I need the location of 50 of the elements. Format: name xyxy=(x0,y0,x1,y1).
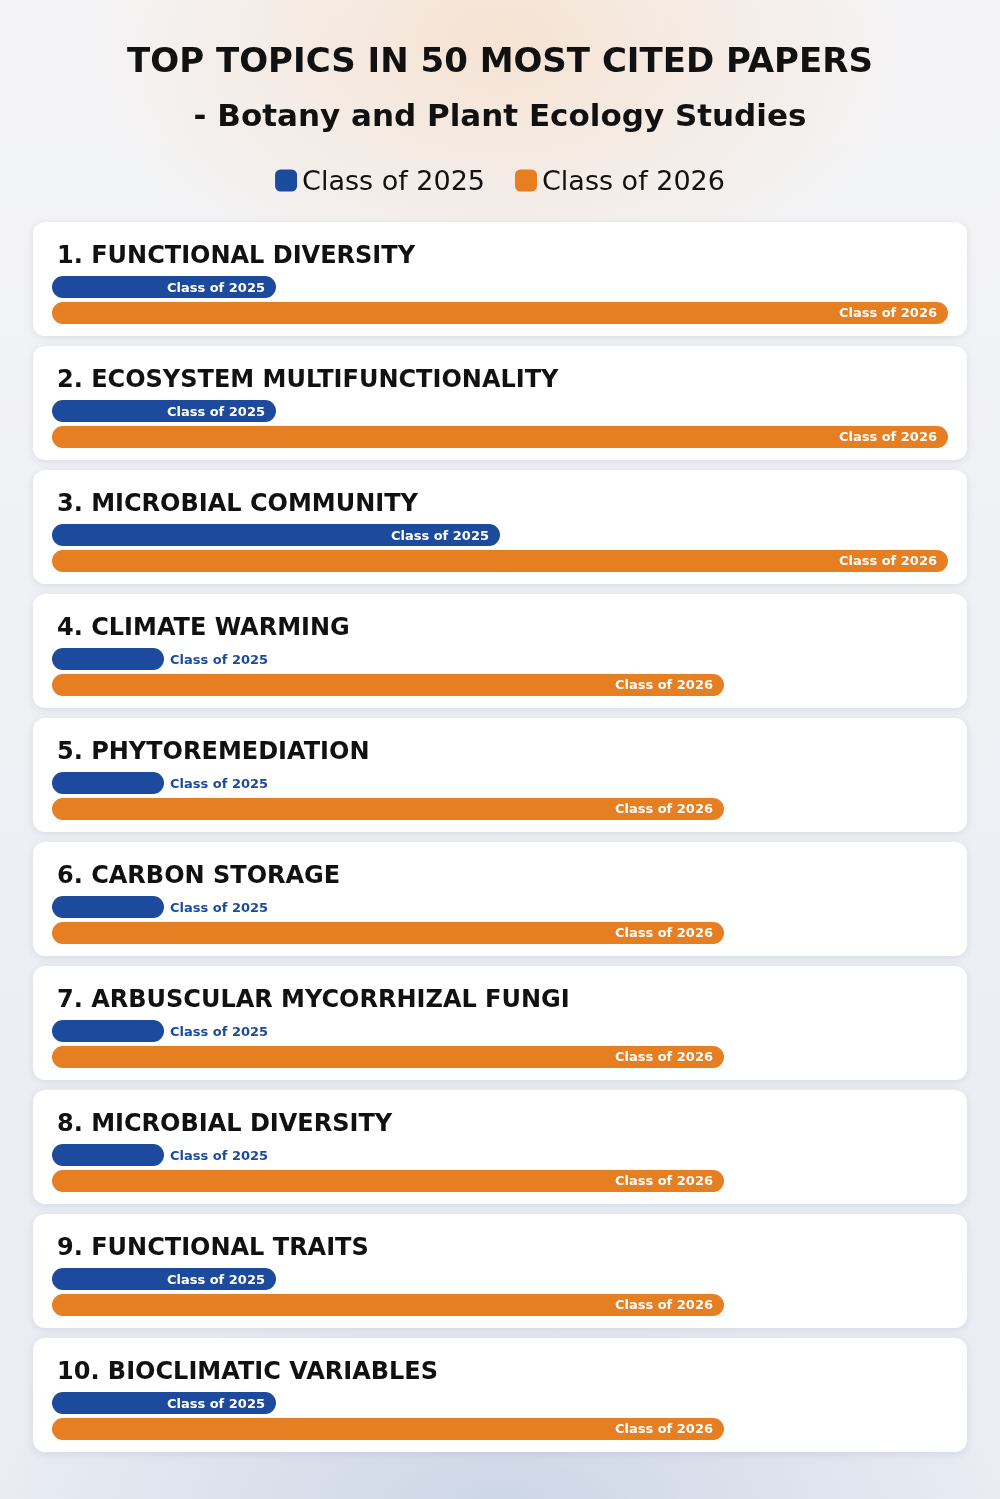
bar xyxy=(52,1293,724,1316)
y-tick-label: 4. CLIMATE WARMING xyxy=(57,613,350,641)
y-tick-label: 6. CARBON STORAGE xyxy=(57,861,341,889)
text: Class of 2026 xyxy=(614,925,713,941)
text: Class of 2026 xyxy=(838,429,937,445)
text: Class of 2025 xyxy=(166,403,265,419)
y-tick-label: 7. ARBUSCULAR MYCORRHIZAL FUNGI xyxy=(57,985,570,1013)
y-tick-label: 9. FUNCTIONAL TRAITS xyxy=(57,1233,369,1261)
y-tick-label: 2. ECOSYSTEM MULTIFUNCTIONALITY xyxy=(57,365,560,393)
y-tick-label: 10. BIOCLIMATIC VARIABLES xyxy=(57,1357,438,1385)
text: Class of 2025 xyxy=(170,1023,269,1039)
bar xyxy=(52,425,948,448)
bar xyxy=(52,673,724,696)
text: Class of 2026 xyxy=(614,677,713,693)
text: Class of 2025 xyxy=(170,775,269,791)
bar xyxy=(52,549,948,572)
bar xyxy=(52,648,164,671)
bar xyxy=(52,1144,164,1167)
bar xyxy=(52,1020,164,1043)
y-tick-label: 3. MICROBIAL COMMUNITY xyxy=(57,489,419,517)
text: Class of 2026 xyxy=(614,1173,713,1189)
legend-label: Class of 2025 xyxy=(302,165,485,196)
y-tick-label: 1. FUNCTIONAL DIVERSITY xyxy=(57,241,416,269)
text: Class of 2026 xyxy=(614,1049,713,1065)
text: Class of 2025 xyxy=(170,1147,269,1163)
bar xyxy=(52,896,164,919)
text: Class of 2025 xyxy=(390,527,489,543)
text: Class of 2026 xyxy=(838,553,937,569)
chart-title: TOP TOPICS IN 50 MOST CITED PAPERS xyxy=(127,40,873,80)
legend-label: Class of 2026 xyxy=(542,165,725,196)
y-tick-label: 5. PHYTOREMEDIATION xyxy=(57,737,370,765)
bar xyxy=(52,797,724,820)
text: Class of 2025 xyxy=(166,1395,265,1411)
chart-subtitle: - Botany and Plant Ecology Studies xyxy=(193,96,807,133)
bar xyxy=(52,1169,724,1192)
bar xyxy=(52,772,164,795)
bar xyxy=(52,524,500,547)
text: Class of 2026 xyxy=(614,1297,713,1313)
bar xyxy=(52,1045,724,1068)
text: Class of 2025 xyxy=(166,1271,265,1287)
text: Class of 2026 xyxy=(614,801,713,817)
text: Class of 2026 xyxy=(614,1421,713,1437)
bar xyxy=(52,301,948,324)
text: Class of 2025 xyxy=(170,899,269,915)
text: Class of 2025 xyxy=(166,279,265,295)
text: Class of 2025 xyxy=(170,651,269,667)
bar xyxy=(52,921,724,944)
y-tick-label: 8. MICROBIAL DIVERSITY xyxy=(57,1109,393,1137)
bar xyxy=(52,1417,724,1440)
text: Class of 2026 xyxy=(838,305,937,321)
